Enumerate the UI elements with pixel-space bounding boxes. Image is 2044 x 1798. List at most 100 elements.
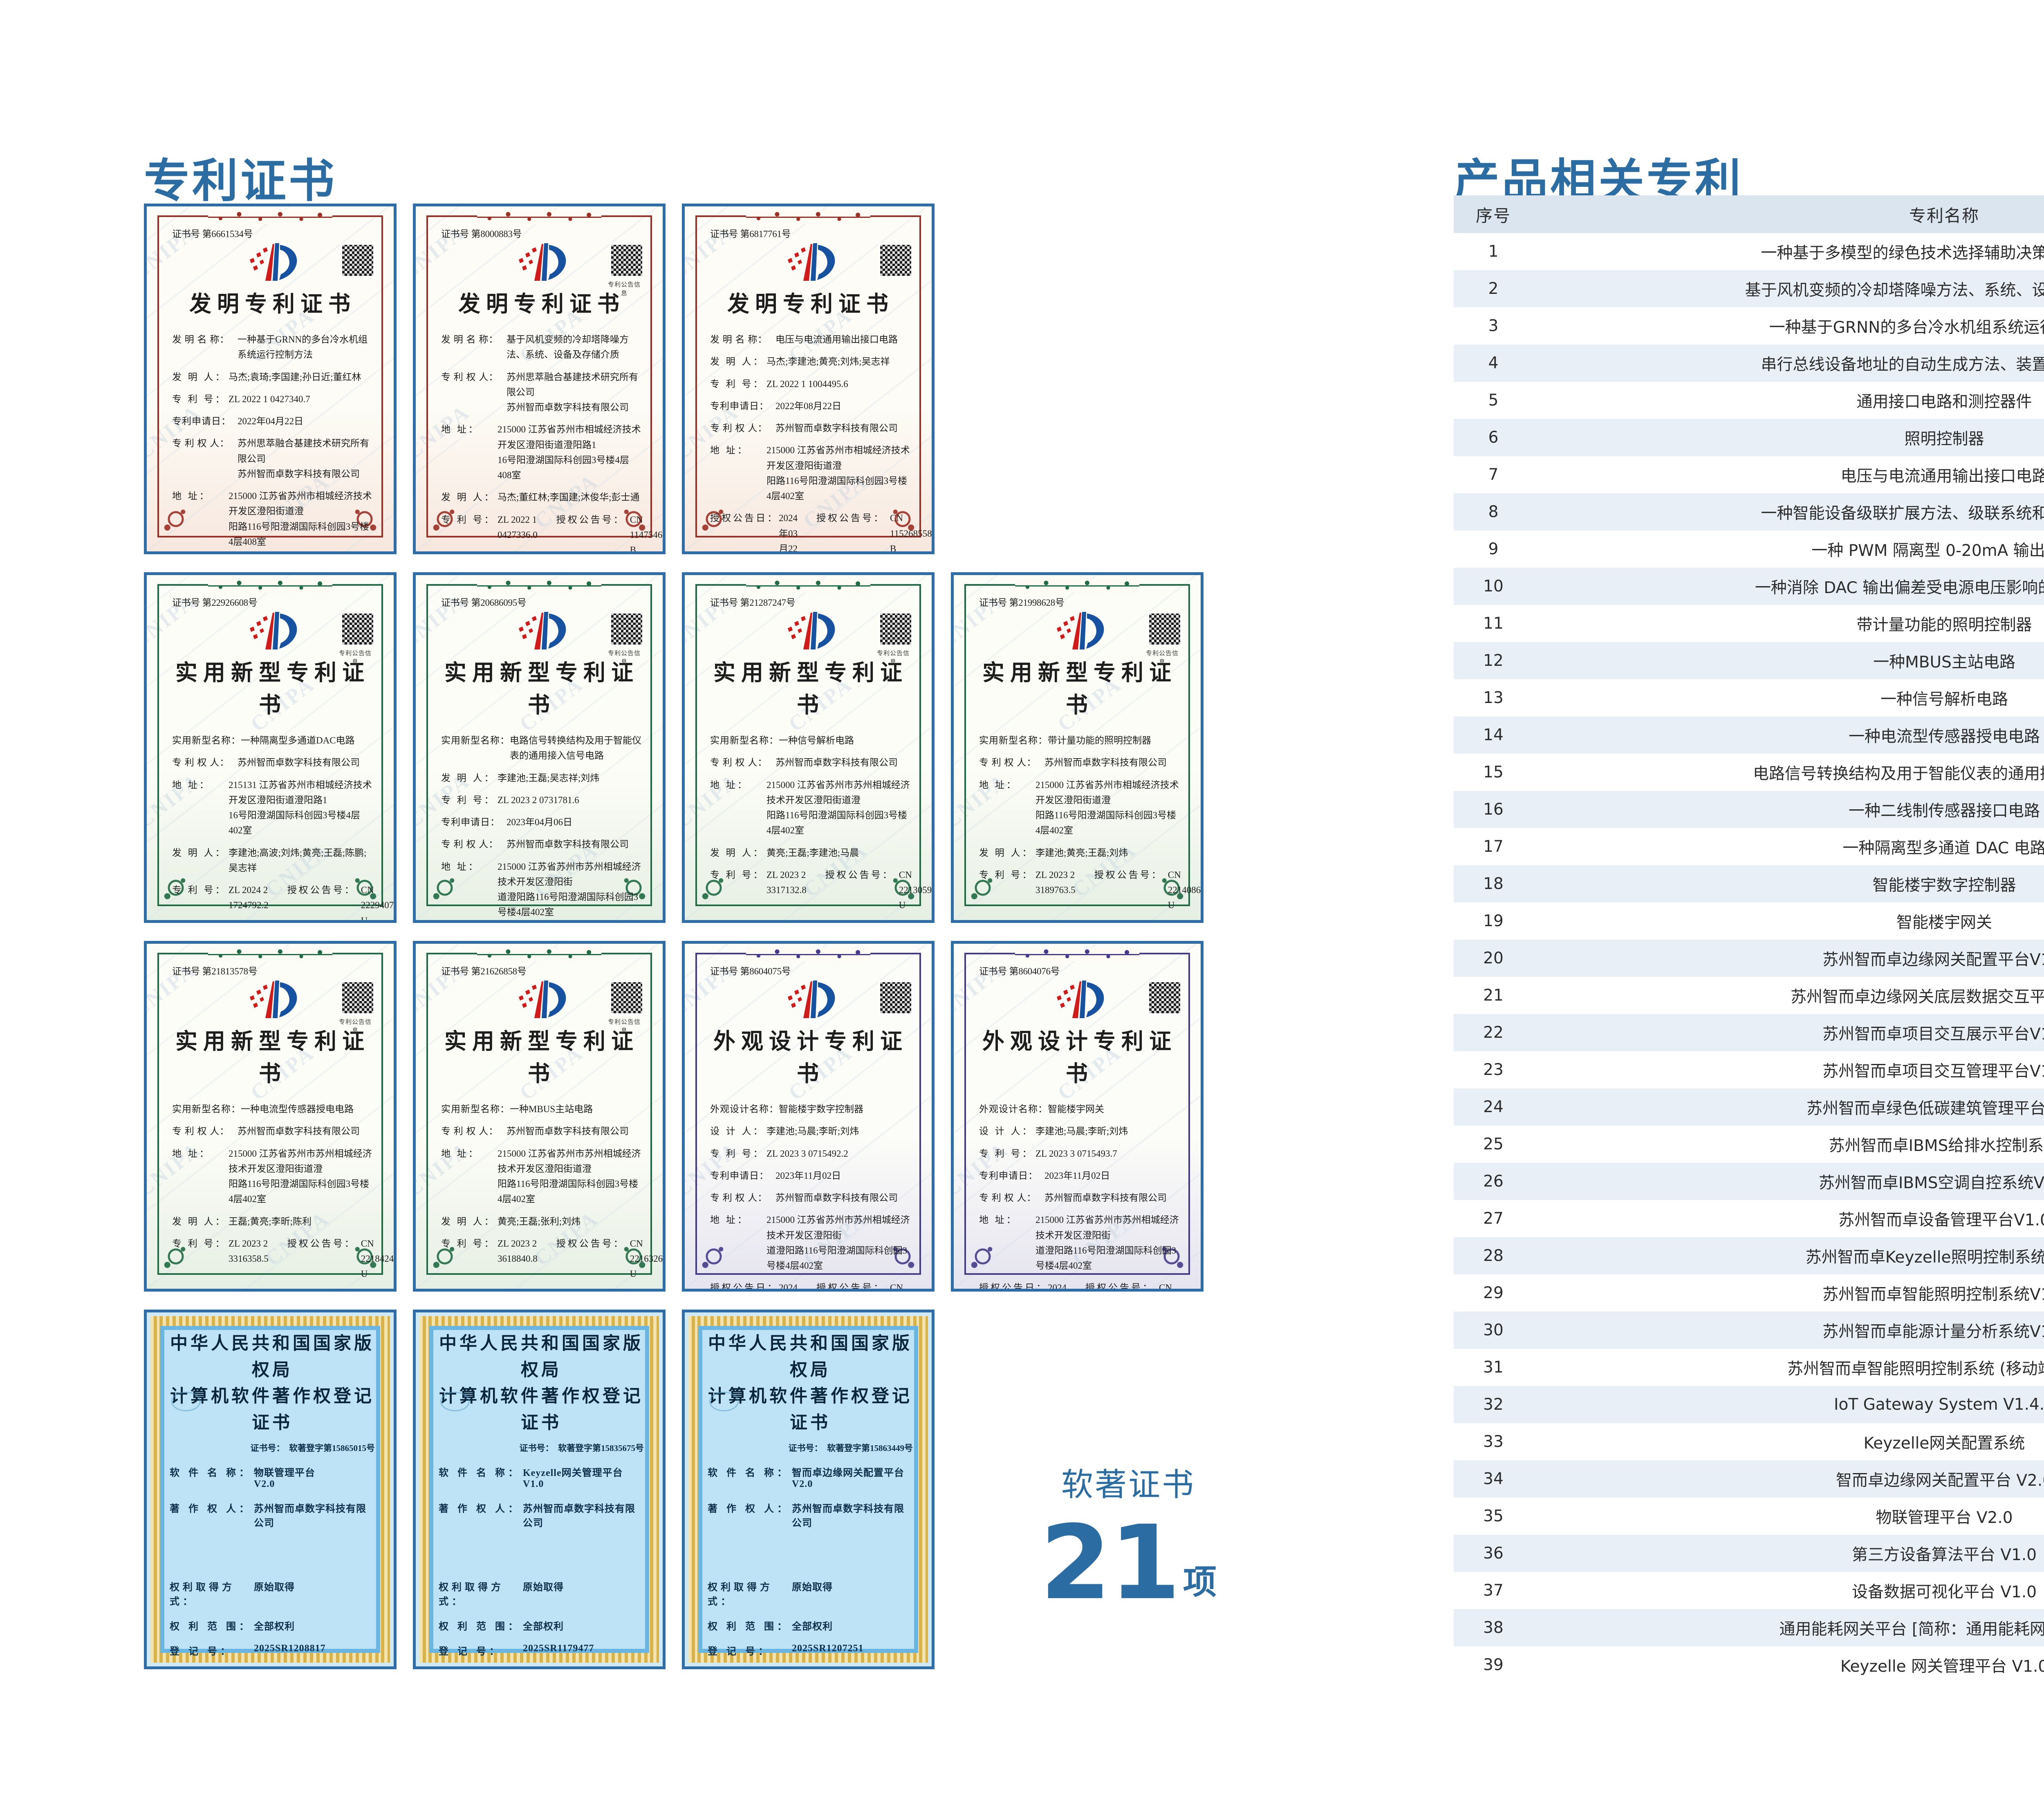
certificate-logo-row: 专利公告信息 <box>172 609 375 665</box>
cell-patent-name: 苏州智而卓边缘网关底层数据交互平台V1.0 <box>1791 987 2044 1006</box>
certificate-border-frame <box>695 210 921 537</box>
cell-index: 39 <box>1483 1656 1504 1674</box>
cert-field-value: 李建池;黄亮;王磊;刘炜 <box>1035 847 1128 858</box>
certificate-inner-border <box>160 1326 380 1653</box>
certificate-inner-border <box>698 1326 918 1653</box>
certificate-logo-row: 专利公告信息 <box>710 609 913 665</box>
cell-index: 34 <box>1483 1470 1504 1488</box>
cert-field-label: 地 址： <box>441 1148 480 1159</box>
cert-field-label: 发 明 名 称： <box>441 334 499 345</box>
certificate-number: 证书号 第22926608号 <box>172 598 258 608</box>
cert-field-label: 专 利 权 人： <box>710 423 768 433</box>
cert-field-label: 专利申请日： <box>710 1170 769 1181</box>
patent-certificate[interactable]: CNIPA CNIPA CNIPA CNIPA 证书号 第8604076号 外观… <box>951 941 1204 1292</box>
cert-field: 专 利 号： ZL 2023 3 0715492.2 <box>710 1146 911 1161</box>
cell-index: 14 <box>1483 726 1504 744</box>
cert-field-label: 发 明 人： <box>172 847 227 858</box>
cell-patent-name: 苏州智而卓Keyzelle照明控制系统V1.0 <box>1805 1248 2044 1267</box>
cert-field-value: ZL 2022 1 0427336.0 <box>498 514 538 540</box>
cert-field-value: ZL 2023 3 0715493.7 <box>1035 1148 1117 1159</box>
cert-field: 专 利 号： ZL 2022 1 1004495.6 <box>710 376 911 392</box>
cert-field-value: 215000 江苏省苏州市苏州相城经济技术开发区澄阳街道澄阳路116号阳澄湖国际… <box>498 1148 641 1205</box>
corner-ornament-icon <box>430 1241 460 1272</box>
cell-patent-name: 智能楼宇网关 <box>1896 913 1992 932</box>
patent-certificate[interactable]: CNIPA CNIPA CNIPA CNIPA 证书号 第22926608号 专… <box>144 572 397 923</box>
certificate-fields: 实用新型名称： 一种信号解析电路 专 利 权 人： 苏州智而卓数字科技有限公司 … <box>710 733 932 920</box>
cell-patent-name: Keyzelle网关配置系统 <box>1863 1434 2025 1453</box>
cert-field: 发 明 名 称： 电压与电流通用输出接口电路 <box>710 332 911 347</box>
software-cert-field-label: 著 作 权 人： <box>170 1504 252 1514</box>
cert-field-value: CN 221632605 U <box>630 1238 663 1279</box>
patent-certificate[interactable]: CNIPA CNIPA CNIPA CNIPA 证书号 第8000883号 专利… <box>413 204 666 554</box>
software-certificate-title: 中华人民共和国国家版权局 计算机软件著作权登记证书 <box>708 1333 912 1433</box>
cell-patent-name: 一种隔离型多通道 DAC 电路 <box>1842 839 2044 858</box>
cert-field-value: ZL 2023 3 0715492.2 <box>766 1148 848 1159</box>
cert-field-value: 苏州智而卓数字科技有限公司 <box>775 757 898 768</box>
certificate-title: 实用新型专利证书 <box>982 660 1177 718</box>
cert-field-label: 授权公告号： <box>287 1238 356 1249</box>
patent-certificate[interactable]: CNIPA CNIPA CNIPA CNIPA 证书号 第20686095号 专… <box>413 572 666 923</box>
cert-field-label: 授权公告日： <box>710 1283 779 1292</box>
corner-ornament-icon <box>968 873 998 903</box>
cell-index: 25 <box>1483 1135 1504 1153</box>
cell-patent-name: 一种基于GRNN的多台冷水机组系统运行控制方法 <box>1769 318 2044 337</box>
patent-certificate[interactable]: CNIPA CNIPA CNIPA CNIPA 证书号 第21998628号 专… <box>951 572 1204 923</box>
cert-field-value: 苏州智而卓数字科技有限公司 <box>238 757 360 768</box>
cnipa-logo-icon <box>250 981 297 1018</box>
cert-field: 专 利 权 人： 苏州智而卓数字科技有限公司 <box>710 755 911 770</box>
software-cert-field-label: 权利取得方式： <box>439 1582 504 1607</box>
patent-certificate[interactable]: CNIPA CNIPA CNIPA CNIPA 证书号 第21626858号 专… <box>413 941 666 1292</box>
cert-field-label: 专 利 号： <box>441 1238 496 1249</box>
software-copyright-certificate[interactable]: 中华人民共和国国家版权局 计算机软件著作权登记证书 证书号： 软著登字第15835… <box>413 1310 666 1669</box>
certificate-title: 实用新型专利证书 <box>444 660 639 718</box>
qr-caption: 专利公告信息 <box>1145 650 1179 665</box>
certificate-number: 证书号 第21287247号 <box>710 598 796 608</box>
patent-certificate[interactable]: CNIPA CNIPA CNIPA CNIPA 证书号 第6817761号 发明… <box>682 204 935 554</box>
certificate-fields: 实用新型名称： 带计量功能的照明控制器 专 利 权 人： 苏州智而卓数字科技有限… <box>979 733 1201 920</box>
column-header-patent-name: 专利名称 <box>1533 195 2044 233</box>
patent-certificate[interactable]: CNIPA CNIPA CNIPA CNIPA 证书号 第21287247号 专… <box>682 572 935 923</box>
cert-field-value: ZL 2023 2 3317132.8 <box>766 869 807 895</box>
certificate-number: 证书号 第8604076号 <box>979 966 1060 976</box>
cert-field-value: 马杰;袁琦;李国建;孙日近;董红林 <box>229 372 361 382</box>
certificate-number: 证书号 第6661534号 <box>172 229 253 239</box>
cell-index: 1 <box>1488 242 1499 261</box>
software-copyright-certificate[interactable]: 中华人民共和国国家版权局 计算机软件著作权登记证书 证书号： 软著登字第15863… <box>682 1310 935 1669</box>
cell-index: 22 <box>1483 1023 1504 1042</box>
cert-field-value: ZL 2023 2 3189763.5 <box>1035 869 1076 895</box>
cell-index: 6 <box>1488 428 1499 447</box>
cell-patent-name: IoT Gateway System V1.4.0 <box>1833 1395 2044 1414</box>
cell-index: 16 <box>1483 800 1504 819</box>
qr-code-icon <box>879 243 913 278</box>
certificate-content: 证书号 第21813578号 专利公告信息 实用新型专利证书 实用新型名称： 一… <box>172 963 394 1279</box>
table-row: 3一种基于GRNN的多台冷水机组系统运行控制方法发明 <box>1454 307 2044 345</box>
cert-field-label: 发 明 人： <box>979 847 1034 858</box>
cert-field: 发 明 名 称： 一种基于GRNN的多台冷水机组系统运行控制方法 <box>172 332 373 363</box>
cert-field-label: 发 明 人： <box>441 1216 496 1227</box>
cell-patent-name: 苏州智而卓边缘网关配置平台V1.0 <box>1822 950 2044 969</box>
table-body: 1一种基于多模型的绿色技术选择辅助决策方法和系统发明2基于风机变频的冷却塔降噪方… <box>1454 233 2044 1684</box>
certificate-border-frame <box>426 947 652 1275</box>
patent-certificate[interactable]: CNIPA CNIPA CNIPA CNIPA 证书号 第21813578号 专… <box>144 941 397 1292</box>
cert-field-label: 专 利 号： <box>710 378 765 389</box>
qr-caption: 专利公告信息 <box>607 1019 641 1034</box>
cert-field-value: 王磊;黄亮;李昕;陈利 <box>229 1216 312 1227</box>
software-copyright-certificate[interactable]: 中华人民共和国国家版权局 计算机软件著作权登记证书 证书号： 软著登字第15865… <box>144 1310 397 1669</box>
cert-field-value: 一种信号解析电路 <box>779 735 854 746</box>
cert-field-label: 专 利 权 人： <box>441 839 499 850</box>
certificate-content: 证书号 第21287247号 专利公告信息 实用新型专利证书 实用新型名称： 一… <box>710 595 932 910</box>
software-certificate-number: 证书号： 软著登字第15835675号 <box>519 1443 644 1453</box>
certificate-border-frame <box>964 579 1190 906</box>
cert-field: 发 明 人： 王磊;黄亮;李昕;陈利 <box>172 1214 373 1229</box>
patent-certificate[interactable]: CNIPA CNIPA CNIPA CNIPA 证书号 第8604075号 外观… <box>682 941 935 1292</box>
cell-patent-name: 苏州智而卓智能照明控制系统V1.0 <box>1822 1285 2044 1304</box>
certificate-content: 证书号 第6817761号 发明专利证书 发 明 名 称： 电压与电流通用输出接… <box>710 226 932 551</box>
cert-field-value: 苏州智而卓数字科技有限公司 <box>1044 1193 1167 1203</box>
patent-certificate[interactable]: CNIPA CNIPA CNIPA CNIPA 证书号 第6661534号 发明… <box>144 204 397 554</box>
cert-field-value: 李建池;马晨;李昕;刘炜 <box>1035 1126 1128 1137</box>
certificate-content: 证书号 第8000883号 专利公告信息 发明专利证书 发 明 名 称： 基于风… <box>441 226 663 551</box>
cert-field-value: 215000 江苏省苏州市苏州相城经济技术开发区澄阳街道澄阳路116号阳澄湖国际… <box>229 1148 372 1205</box>
